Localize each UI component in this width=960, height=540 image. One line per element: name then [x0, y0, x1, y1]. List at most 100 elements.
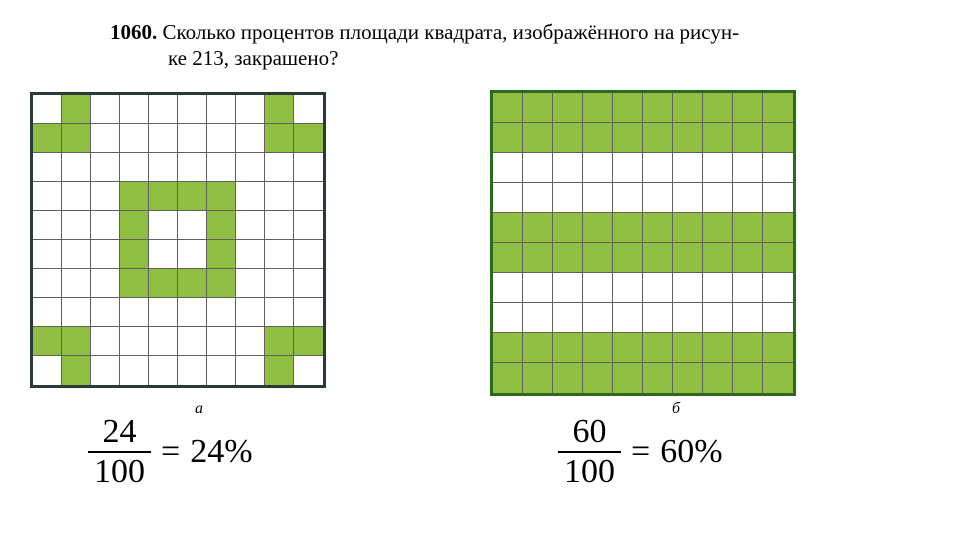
grid-cell: [294, 153, 323, 182]
grid-cell: [553, 123, 583, 153]
grid-cell: [763, 333, 793, 363]
grid-cell: [583, 243, 613, 273]
grid-cell: [553, 93, 583, 123]
grid-cell: [523, 153, 553, 183]
grid-cell: [643, 183, 673, 213]
grid-cell: [553, 273, 583, 303]
grid-cell: [91, 327, 120, 356]
grid-cell: [733, 153, 763, 183]
grid-cell: [149, 153, 178, 182]
grid-cell: [493, 363, 523, 393]
grid-cell: [763, 93, 793, 123]
grid-cell: [236, 153, 265, 182]
grid-cell: [763, 183, 793, 213]
grid-cell: [178, 211, 207, 240]
grid-cell: [673, 363, 703, 393]
grid-cell: [207, 240, 236, 269]
grid-cell: [613, 243, 643, 273]
grid-cell: [33, 356, 62, 385]
fraction-a: 24 100: [88, 415, 151, 489]
grid-cell: [763, 363, 793, 393]
grid-cell: [523, 183, 553, 213]
grid-cell: [553, 333, 583, 363]
grid-cell: [207, 356, 236, 385]
grid-cell: [33, 298, 62, 327]
grid-cell: [553, 243, 583, 273]
grid-cell: [643, 243, 673, 273]
grid-cell: [62, 327, 91, 356]
grid-cell: [583, 213, 613, 243]
grid-cell: [493, 213, 523, 243]
grid-cell: [583, 123, 613, 153]
grid-cell: [703, 243, 733, 273]
grid-cell: [493, 123, 523, 153]
grid-cell: [236, 124, 265, 153]
grid-b: [493, 93, 793, 393]
grid-cell: [294, 95, 323, 124]
grid-cell: [33, 153, 62, 182]
grid-cell: [493, 333, 523, 363]
grid-cell: [33, 269, 62, 298]
grid-cell: [120, 182, 149, 211]
problem-line1: 1060. Сколько процентов площади квадрата…: [110, 18, 930, 46]
grid-cell: [703, 333, 733, 363]
denominator-a: 100: [88, 451, 151, 489]
formula-b: 60 100 = 60%: [558, 415, 723, 489]
grid-cell: [294, 240, 323, 269]
result-a: 24%: [190, 433, 252, 471]
grid-cell: [553, 213, 583, 243]
grid-cell: [207, 124, 236, 153]
grid-cell: [523, 333, 553, 363]
grid-cell: [523, 123, 553, 153]
grid-cell: [553, 363, 583, 393]
grid-cell: [207, 95, 236, 124]
grid-cell: [265, 124, 294, 153]
grid-cell: [91, 356, 120, 385]
grid-cell: [553, 303, 583, 333]
grid-cell: [236, 298, 265, 327]
grid-cell: [149, 95, 178, 124]
grid-cell: [613, 273, 643, 303]
grid-cell: [33, 240, 62, 269]
grid-cell: [120, 269, 149, 298]
problem-text-1: Сколько процентов площади квадрата, изоб…: [163, 20, 740, 44]
grid-cell: [673, 303, 703, 333]
grid-cell: [613, 213, 643, 243]
grid-cell: [493, 303, 523, 333]
grid-cell: [553, 183, 583, 213]
grid-cell: [673, 273, 703, 303]
grid-cell: [733, 183, 763, 213]
grid-cell: [178, 269, 207, 298]
grid-cell: [207, 211, 236, 240]
grid-cell: [178, 356, 207, 385]
grid-cell: [643, 363, 673, 393]
grid-cell: [703, 273, 733, 303]
grid-cell: [178, 327, 207, 356]
grid-cell: [703, 363, 733, 393]
grid-cell: [149, 240, 178, 269]
grid-cell: [33, 211, 62, 240]
denominator-b: 100: [558, 451, 621, 489]
grid-cell: [62, 211, 91, 240]
grid-cell: [91, 95, 120, 124]
grid-cell: [523, 243, 553, 273]
grid-cell: [583, 183, 613, 213]
grid-cell: [763, 243, 793, 273]
grid-cell: [149, 356, 178, 385]
grid-cell: [265, 356, 294, 385]
grid-cell: [553, 153, 583, 183]
grid-cell: [120, 298, 149, 327]
grid-cell: [265, 240, 294, 269]
grid-cell: [91, 153, 120, 182]
numerator-b: 60: [567, 415, 613, 451]
grid-cell: [265, 327, 294, 356]
grid-cell: [294, 269, 323, 298]
grid-cell: [523, 273, 553, 303]
grid-cell: [294, 211, 323, 240]
grid-cell: [178, 124, 207, 153]
grid-cell: [149, 182, 178, 211]
grid-cell: [493, 273, 523, 303]
grid-cell: [733, 303, 763, 333]
grid-cell: [493, 93, 523, 123]
grid-cell: [763, 123, 793, 153]
